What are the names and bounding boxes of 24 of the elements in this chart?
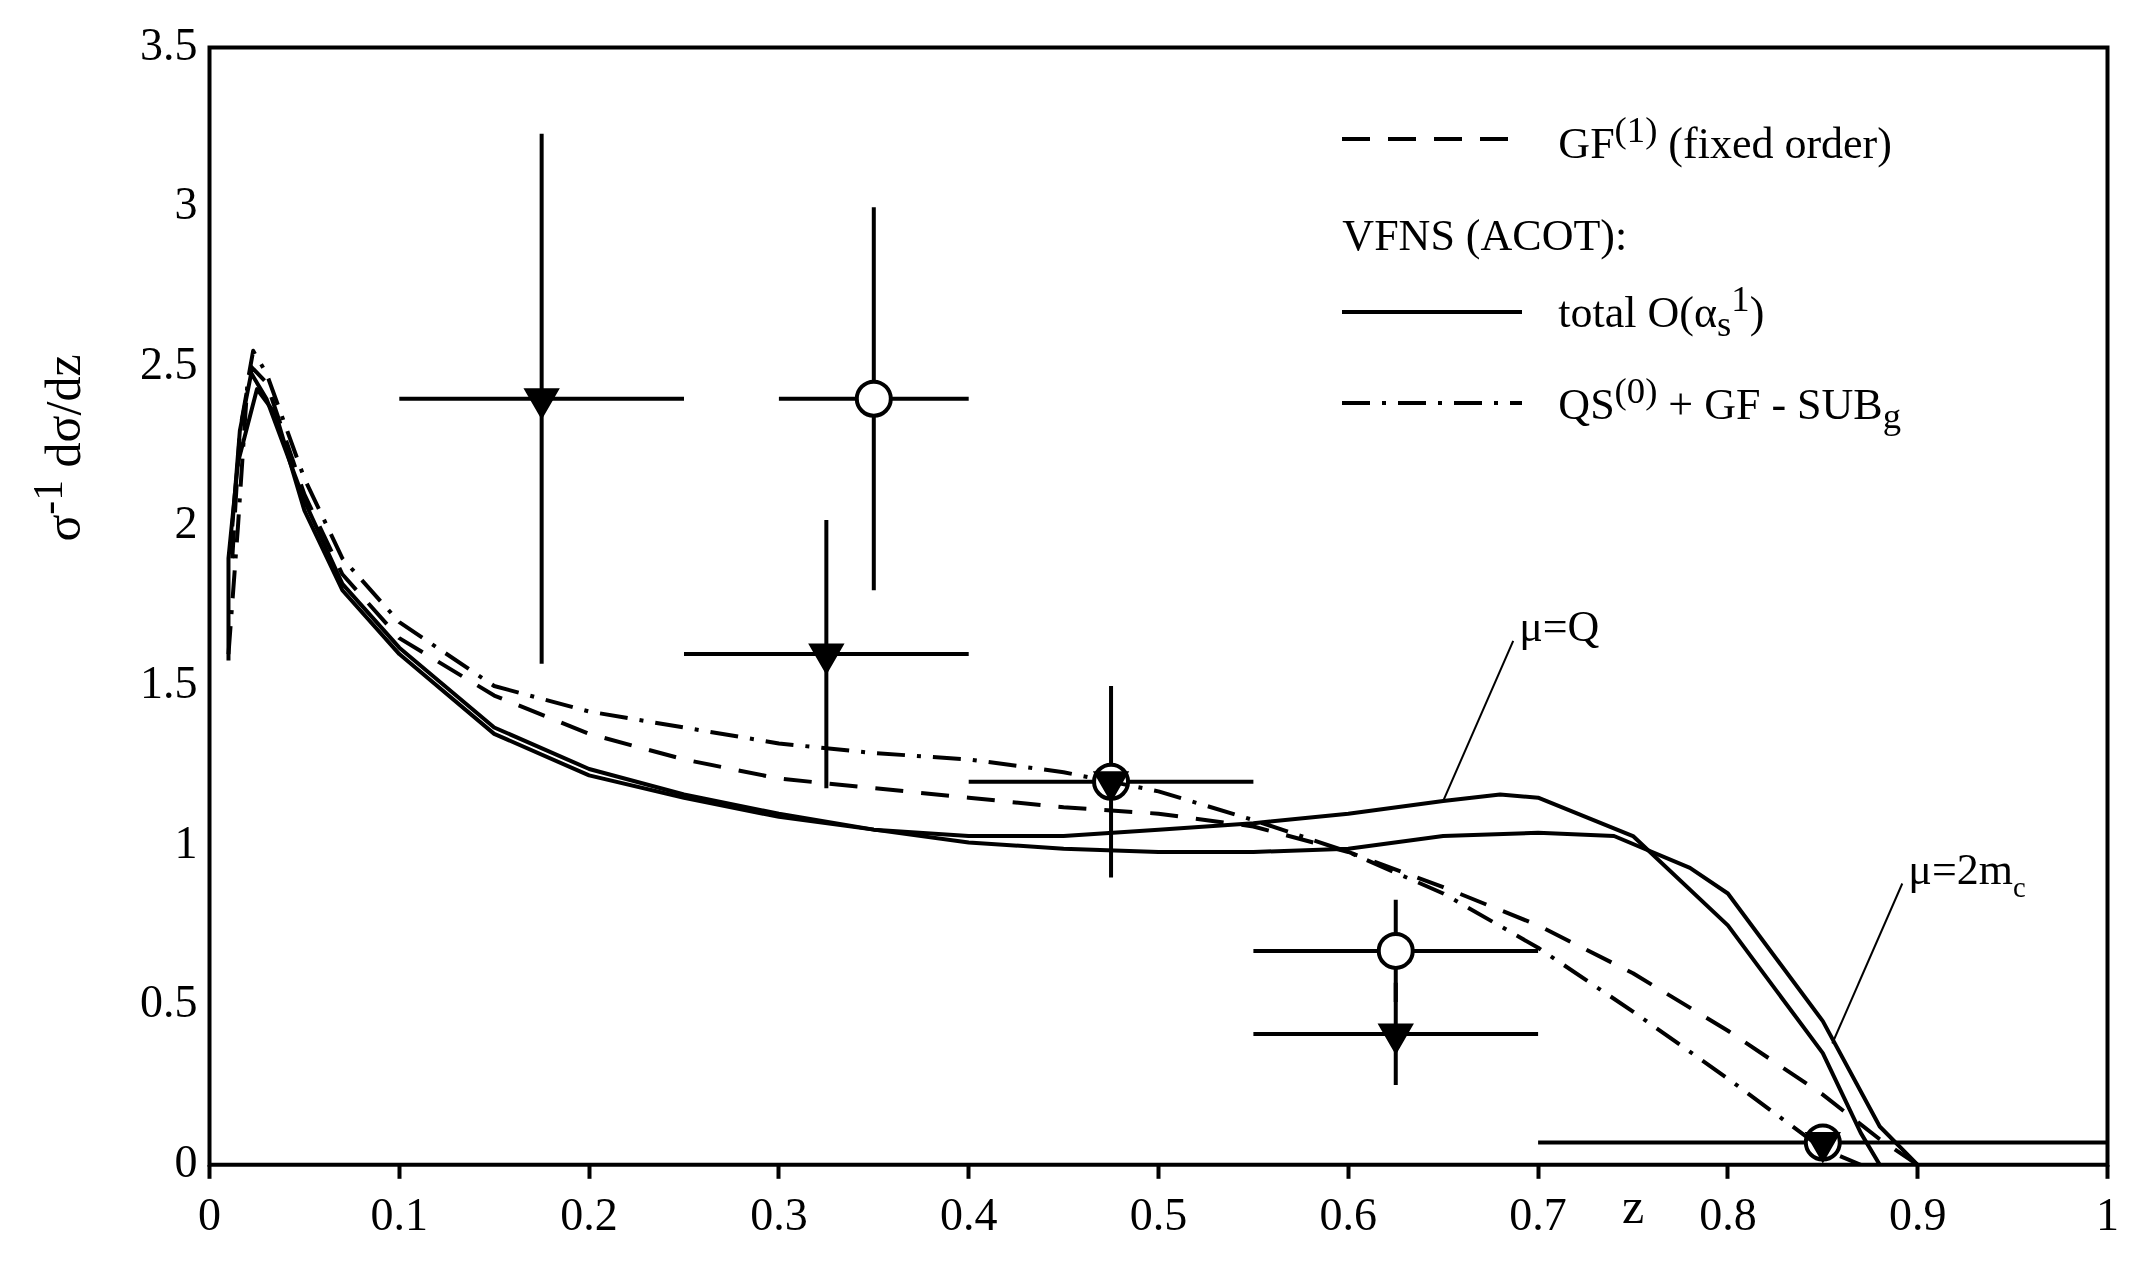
x-tick-label: 0.5 (1129, 1189, 1188, 1241)
x-tick-label: 0.2 (560, 1189, 618, 1241)
y-tick-label: 0 (174, 1135, 198, 1187)
x-tick-label: 1 (2096, 1189, 2119, 1241)
legend-title: VFNS (ACOT): (1342, 210, 1629, 263)
y-tick-label: 0.5 (140, 976, 198, 1028)
y-tick-label: 1 (174, 816, 198, 868)
y-tick-label: 1.5 (140, 657, 198, 709)
x-tick-label: 0.1 (370, 1189, 429, 1241)
y-tick-label: 2 (174, 497, 198, 549)
x-tick-label: 0.9 (1888, 1189, 1947, 1241)
x-tick-label: 0.3 (750, 1189, 808, 1241)
y-tick-label: 3.5 (140, 18, 198, 70)
y-tick-label: 3 (174, 178, 198, 230)
x-tick-label: 0.7 (1509, 1189, 1567, 1241)
y-tick-label: 2.5 (140, 337, 198, 389)
legend-label: GF$^{(1)}$ (fixed order) (1558, 108, 1892, 170)
x-tick-label: 0.6 (1319, 1189, 1378, 1241)
legend-label: QS$^{(0)}$ + GF - SUB$_{g}$ (1558, 368, 1901, 439)
x-tick-label: 0.8 (1699, 1189, 1757, 1241)
x-axis-title: z (1621, 1177, 1645, 1234)
x-tick-label: 0.4 (939, 1189, 998, 1241)
legend-label: total O(α$_{s}$$^{1}$) (1558, 277, 1765, 347)
annotation: μ=Q (1519, 601, 1600, 651)
